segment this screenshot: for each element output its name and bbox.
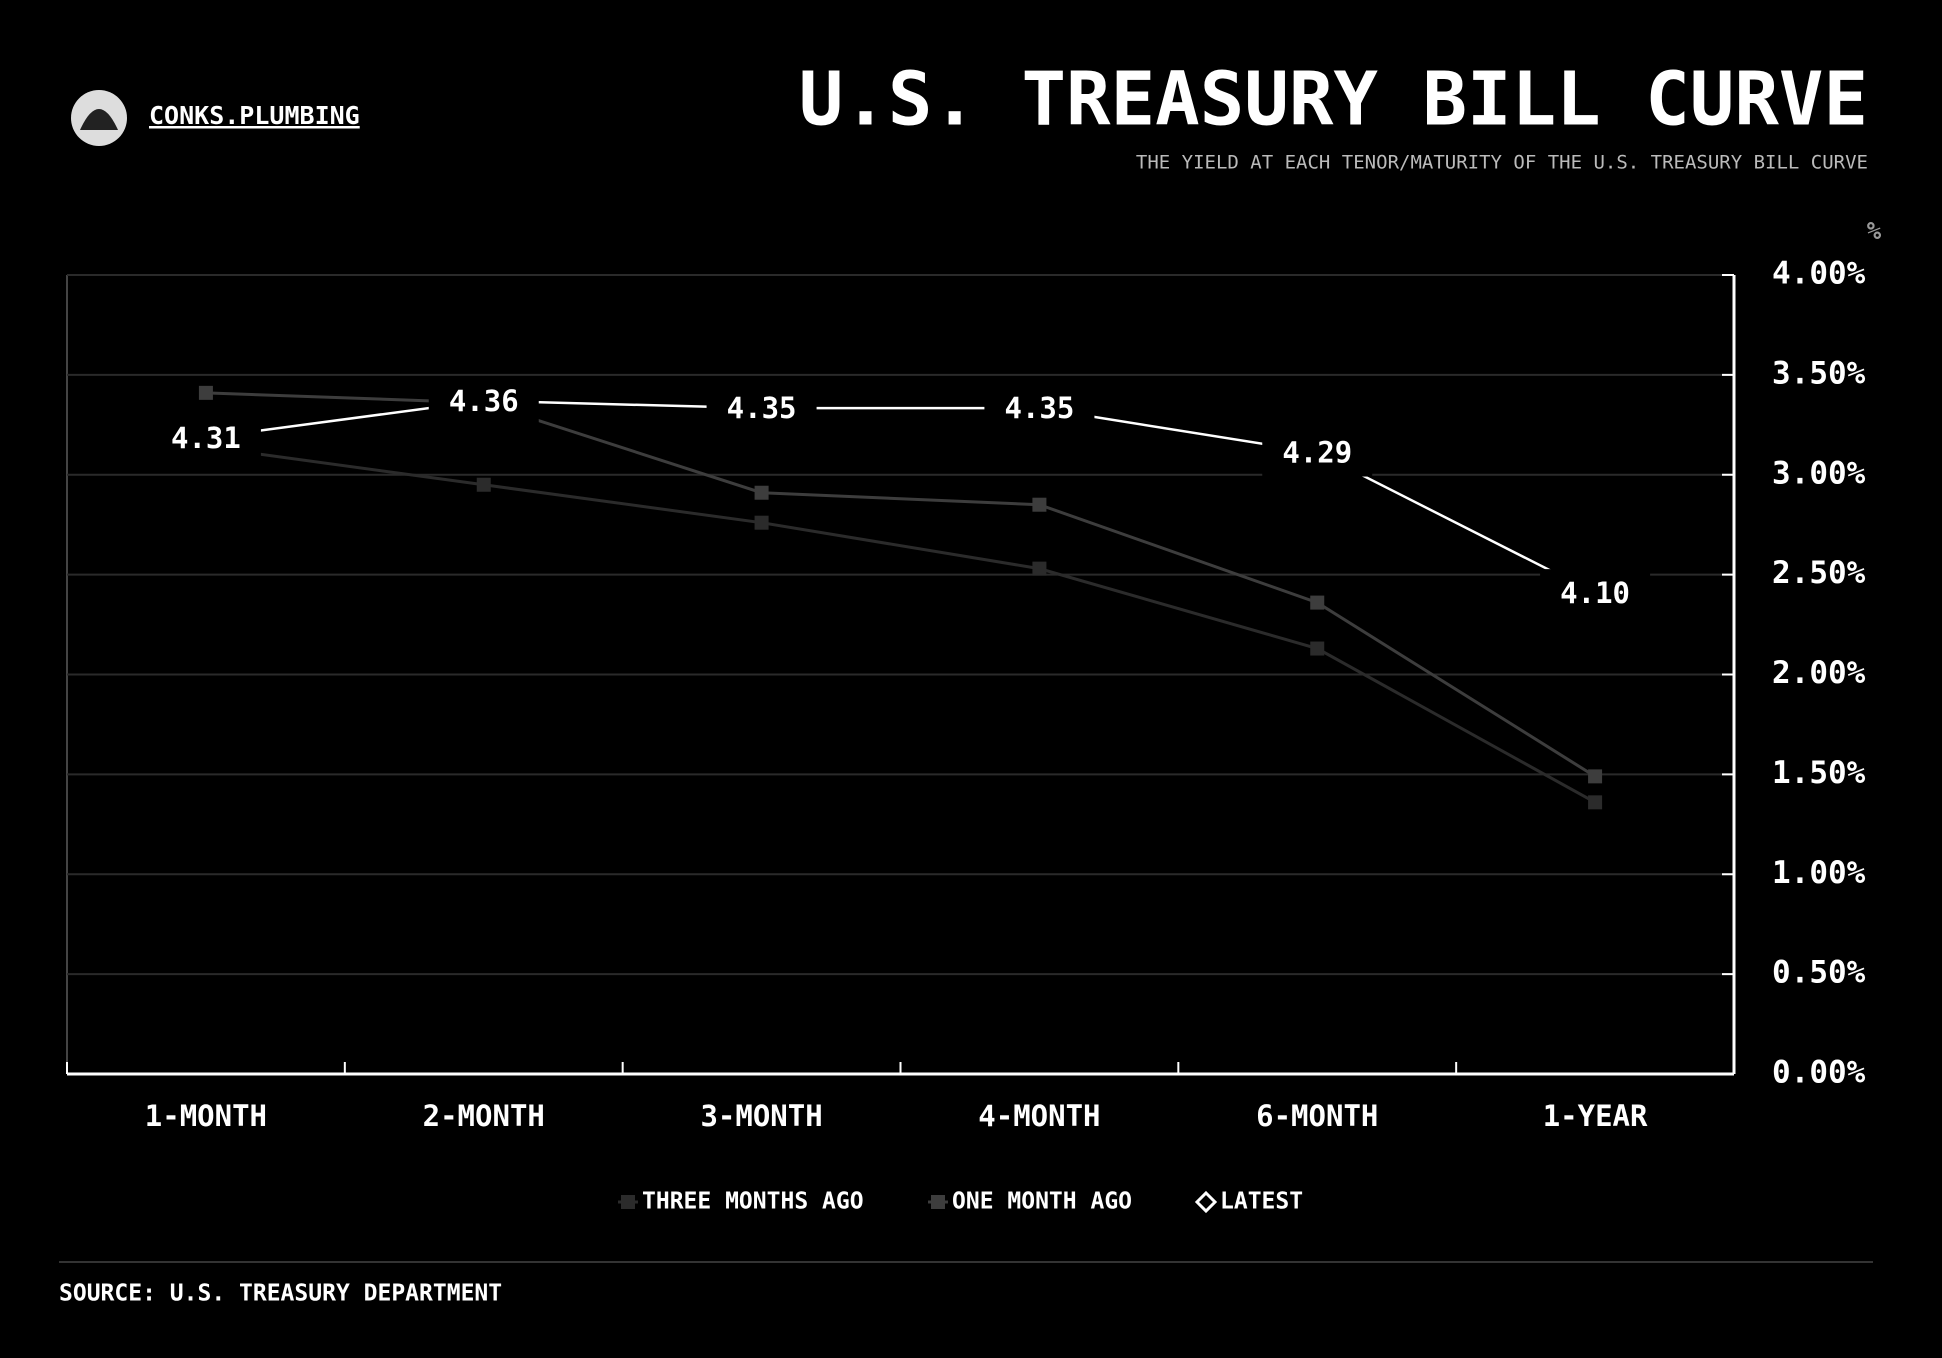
source: SOURCE: U.S. TREASURY DEPARTMENT	[59, 1281, 502, 1307]
x-tick-label: 2-MONTH	[423, 1099, 545, 1133]
x-tick-label: 6-MONTH	[1256, 1099, 1378, 1133]
chart-title: U.S. TREASURY BILL CURVE	[799, 57, 1868, 143]
x-tick-label: 3-MONTH	[700, 1099, 822, 1133]
y-tick-label: 1.00%	[1772, 855, 1866, 891]
marker	[198, 385, 213, 400]
data-label: 4.10	[1560, 576, 1630, 610]
data-label: 4.35	[727, 391, 797, 425]
y-tick-label: 2.00%	[1772, 655, 1866, 691]
y-tick-label: 3.00%	[1772, 455, 1866, 491]
data-label-bg	[984, 384, 1095, 433]
y-tick-label: 2.50%	[1772, 555, 1866, 591]
data-label-bg	[150, 413, 261, 462]
data-label-bg	[428, 376, 539, 425]
legend-marker	[931, 1195, 945, 1209]
marker	[1588, 795, 1603, 810]
subtitle: THE YIELD AT EACH TENOR/MATURITY OF THE …	[1136, 152, 1868, 174]
marker	[1032, 561, 1047, 576]
data-label: 4.35	[1004, 391, 1074, 425]
y-tick-label: 0.00%	[1772, 1055, 1866, 1091]
legend-label: ONE MONTH AGO	[952, 1189, 1132, 1215]
marker	[1310, 641, 1325, 656]
logo-figure	[80, 109, 118, 130]
data-label-bg	[706, 384, 817, 433]
brand: CONKS.PLUMBING	[149, 101, 360, 130]
marker	[754, 485, 769, 500]
legend-marker	[1194, 1190, 1218, 1214]
marker	[476, 477, 491, 492]
data-label-bg	[1262, 428, 1373, 477]
series-line	[205, 445, 1596, 804]
marker	[1032, 497, 1047, 512]
data-label-bg	[1540, 569, 1651, 618]
legend-marker	[621, 1195, 635, 1209]
y-tick-label: 0.50%	[1772, 955, 1866, 991]
marker	[1310, 595, 1325, 610]
data-label: 4.29	[1282, 436, 1352, 470]
x-tick-label: 1-MONTH	[145, 1099, 267, 1133]
y-unit: %	[1867, 217, 1882, 245]
x-tick-label: 1-YEAR	[1543, 1099, 1648, 1133]
data-label: 4.31	[171, 421, 241, 455]
marker	[754, 515, 769, 530]
y-tick-label: 4.00%	[1772, 256, 1866, 292]
y-tick-label: 1.50%	[1772, 755, 1866, 791]
legend-label: THREE MONTHS AGO	[642, 1189, 864, 1215]
y-tick-label: 3.50%	[1772, 355, 1866, 391]
legend-label: LATEST	[1220, 1189, 1303, 1215]
marker	[1588, 769, 1603, 784]
x-tick-label: 4-MONTH	[978, 1099, 1100, 1133]
data-label: 4.36	[449, 384, 519, 418]
